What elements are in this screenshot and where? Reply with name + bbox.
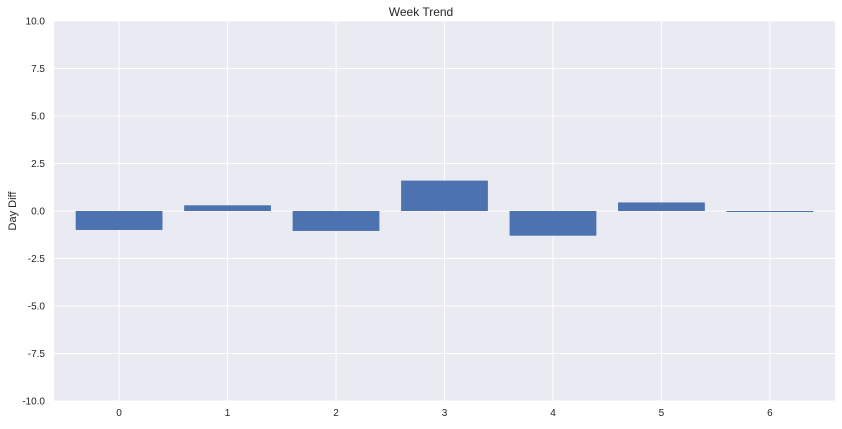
x-tick-label: 2 — [333, 408, 339, 419]
bar-4 — [509, 211, 597, 236]
bar-3 — [401, 180, 488, 211]
x-tick-label: 3 — [442, 408, 448, 419]
x-tick-label: 5 — [659, 408, 665, 419]
x-tick-label: 1 — [225, 408, 231, 419]
bars — [75, 180, 814, 236]
x-tick-label: 0 — [116, 408, 122, 419]
bar-2 — [292, 211, 380, 231]
y-tick-labels: 10.0 7.5 5.0 2.5 0.0 -2.5 -5.0 -7.5 -10.0 — [22, 17, 45, 408]
y-tick-label: -10.0 — [22, 397, 45, 408]
x-tick-label: 6 — [767, 408, 773, 419]
y-tick-label: 2.5 — [31, 159, 45, 170]
y-tick-label: -7.5 — [28, 349, 46, 360]
bar-0 — [75, 211, 163, 230]
bar-6 — [726, 211, 814, 212]
y-tick-label: 5.0 — [31, 112, 45, 123]
bar-5 — [618, 202, 705, 211]
bar-1 — [184, 205, 271, 211]
x-tick-labels: 0 1 2 3 4 5 6 — [116, 408, 773, 419]
y-tick-label: -2.5 — [28, 254, 46, 265]
y-tick-label: 0.0 — [31, 207, 45, 218]
y-tick-label: 7.5 — [31, 64, 45, 75]
y-axis-label: Day Diff — [7, 191, 19, 231]
x-tick-label: 4 — [550, 408, 556, 419]
chart-title: Week Trend — [388, 5, 454, 19]
y-tick-label: 10.0 — [26, 17, 46, 28]
y-tick-label: -5.0 — [28, 302, 46, 313]
